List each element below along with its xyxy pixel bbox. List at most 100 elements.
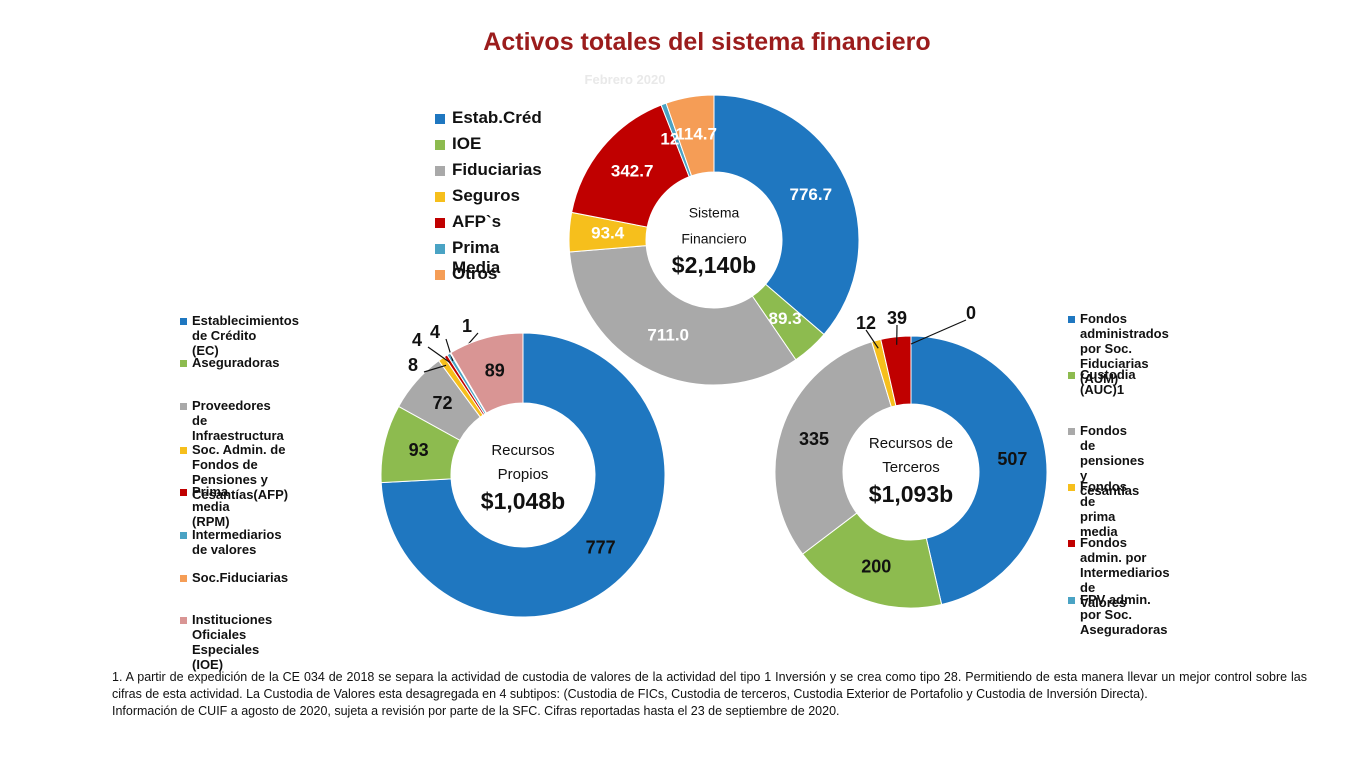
- legend-item: IOE: [435, 134, 481, 154]
- legend-item: Prima Media: [435, 238, 500, 278]
- legend-label: Prima media (RPM): [192, 484, 230, 529]
- center-label-line-1-recursos-terceros: Recursos de: [869, 435, 953, 452]
- legend-label: AFP`s: [452, 212, 502, 231]
- data-label-recursos-propios-proveedores-de-infraestructura: 72: [433, 393, 453, 413]
- legend-label: Fiduciarias: [452, 160, 542, 179]
- center-total-recursos-propios: $1,048b: [481, 488, 565, 514]
- legend-swatch: [180, 403, 187, 410]
- legend-label: Fondos de prima media: [1080, 479, 1127, 539]
- legend-label: Seguros: [452, 186, 521, 205]
- leader-line-recursos-terceros-fondos-de-prima-media: [865, 329, 879, 349]
- center-label-line-2-recursos-terceros: Terceros: [882, 459, 940, 476]
- center-total-sistema-financiero: $2,140b: [672, 252, 756, 278]
- data-label-recursos-propios-aseguradoras: 93: [409, 440, 429, 460]
- donut-hole-recursos-propios: [451, 403, 595, 547]
- legend-swatch: [180, 318, 187, 325]
- data-label-recursos-propios-soc-fiduciarias: 1: [462, 316, 472, 336]
- legend-swatch: [1068, 540, 1075, 547]
- data-label-recursos-terceros-fondos-de-prima-media: 12: [856, 313, 876, 333]
- legend-item: Instituciones Oficiales Especiales (IOE): [180, 612, 272, 672]
- data-label-recursos-propios-intermediarios-de-valores: 4: [430, 322, 440, 342]
- legend-swatch: [180, 617, 187, 624]
- legend-label: FPV admin. por Soc. Aseguradoras: [1080, 592, 1168, 637]
- data-label-recursos-propios-establecimientos-de-cr-dito-ec: 777: [586, 537, 616, 557]
- legend-swatch: [180, 447, 187, 454]
- footnote-note-1: 1. A partir de expedición de la CE 034 d…: [112, 670, 1307, 701]
- donut-hole-recursos-terceros: [843, 404, 979, 540]
- leader-line-recursos-propios-prima-media-rpm: [427, 346, 451, 364]
- legend-item: Intermediarios de valores: [180, 527, 282, 557]
- legend-item: AFP`s: [435, 212, 501, 232]
- legend-label: Otros: [452, 264, 498, 283]
- legend-swatch: [435, 114, 445, 124]
- legend-label: Intermediarios de valores: [192, 527, 282, 557]
- legend-label: Estab.Créd: [452, 108, 542, 127]
- legend-swatch: [180, 532, 187, 539]
- legend-swatch: [435, 270, 445, 280]
- data-label-recursos-propios-soc-admin-de-fondos-de-pensiones-y-cesant-as-afp: 8: [408, 355, 418, 375]
- legend-item: Fiduciarias: [435, 160, 542, 180]
- leader-line-recursos-propios-intermediarios-de-valores: [445, 338, 454, 362]
- legend-item: Seguros: [435, 186, 520, 206]
- data-label-sistema-financiero-ioe: 89.3: [769, 309, 802, 328]
- legend-label: Soc. Admin. de Fondos de Pensiones y Cesa…: [192, 442, 289, 502]
- legend-label: Fondos admin. por Intermediarios de Valore…: [1080, 535, 1170, 610]
- legend-label: Fondos de pensiones y cesantías: [1080, 423, 1145, 498]
- legend-swatch: [435, 140, 445, 150]
- legend-item: Proveedores de Infraestructura: [180, 398, 284, 443]
- legend-item: Fondos de prima media: [1068, 479, 1127, 539]
- data-label-recursos-terceros-custodia-auc-1: 200: [861, 557, 891, 577]
- legend-item: Custodia (AUC)1: [1068, 367, 1136, 397]
- legend-swatch: [1068, 484, 1075, 491]
- legend-swatch: [435, 218, 445, 228]
- legend-label: Proveedores de Infraestructura: [192, 398, 284, 443]
- legend-swatch: [180, 360, 187, 367]
- legend-swatch: [435, 166, 445, 176]
- legend-item: Prima media (RPM): [180, 484, 230, 529]
- center-label-line-2-sistema-financiero: Financiero: [681, 231, 747, 247]
- data-label-sistema-financiero-seguros: 93.4: [591, 224, 625, 243]
- leader-line-recursos-terceros-fpv-admin-por-soc-aseguradoras: [910, 319, 967, 345]
- legend-label: Fondos administrados por Soc. Fiduciarias…: [1080, 311, 1169, 386]
- footnote-source: Información de CUIF a agosto de 2020, su…: [112, 704, 840, 718]
- chart-title: Activos totales del sistema financiero: [483, 28, 931, 56]
- legend-swatch: [1068, 428, 1075, 435]
- data-label-sistema-financiero-otros: 114.7: [675, 124, 717, 143]
- legend-label: Aseguradoras: [192, 355, 280, 370]
- footnote: 1. A partir de expedición de la CE 034 d…: [112, 669, 1307, 720]
- legend-swatch: [1068, 597, 1075, 604]
- data-label-sistema-financiero-fiduciarias: 711.0: [647, 326, 689, 345]
- data-label-recursos-terceros-fondos-admin-por-intermediarios-de-valores: 39: [887, 308, 907, 328]
- data-label-recursos-terceros-fondos-de-pensiones-y-cesant-as: 335: [799, 429, 829, 449]
- legend-label: Custodia (AUC)1: [1080, 367, 1136, 397]
- legend-label: Soc.Fiduciarias: [192, 570, 289, 585]
- legend-item: Aseguradoras: [180, 355, 279, 370]
- data-label-recursos-terceros-fondos-administrados-por-soc-fiduciarias-aum: 507: [997, 449, 1027, 469]
- legend-swatch: [1068, 372, 1075, 379]
- center-label-line-1-recursos-propios: Recursos: [491, 442, 554, 459]
- donut-hole-sistema-financiero: [646, 172, 782, 308]
- center-label-line-1-sistema-financiero: Sistema: [689, 205, 740, 221]
- legend-item: Soc. Admin. de Fondos de Pensiones y Cesa…: [180, 442, 288, 502]
- legend-swatch: [180, 489, 187, 496]
- legend-swatch: [435, 192, 445, 202]
- leader-line-recursos-propios-soc-admin-de-fondos-de-pensiones-y-cesant-as-afp: [423, 364, 447, 373]
- legend-item: Fondos de pensiones y cesantías: [1068, 423, 1144, 498]
- chart-subtitle: Febrero 2020: [584, 72, 666, 87]
- legend-swatch: [180, 575, 187, 582]
- data-label-recursos-propios-prima-media-rpm: 4: [412, 330, 422, 350]
- legend-swatch: [435, 244, 445, 254]
- legend-swatch: [1068, 316, 1075, 323]
- legend-label: Prima Media: [452, 238, 501, 277]
- legend-item: Fondos administrados por Soc. Fiduciarias…: [1068, 311, 1169, 386]
- legend-item: Soc.Fiduciarias: [180, 570, 288, 585]
- data-label-sistema-financiero-afp-s: 342.7: [611, 161, 654, 180]
- legend-label: Instituciones Oficiales Especiales (IOE): [192, 612, 273, 672]
- legend-label: Establecimientos de Crédito (EC): [192, 313, 299, 358]
- legend-item: Otros: [435, 264, 497, 284]
- center-label-line-2-recursos-propios: Propios: [498, 466, 549, 483]
- legend-label: IOE: [452, 134, 482, 153]
- data-label-recursos-terceros-fpv-admin-por-soc-aseguradoras: 0: [966, 303, 976, 323]
- data-label-recursos-propios-instituciones-oficiales-especiales-ioe: 89: [485, 361, 505, 381]
